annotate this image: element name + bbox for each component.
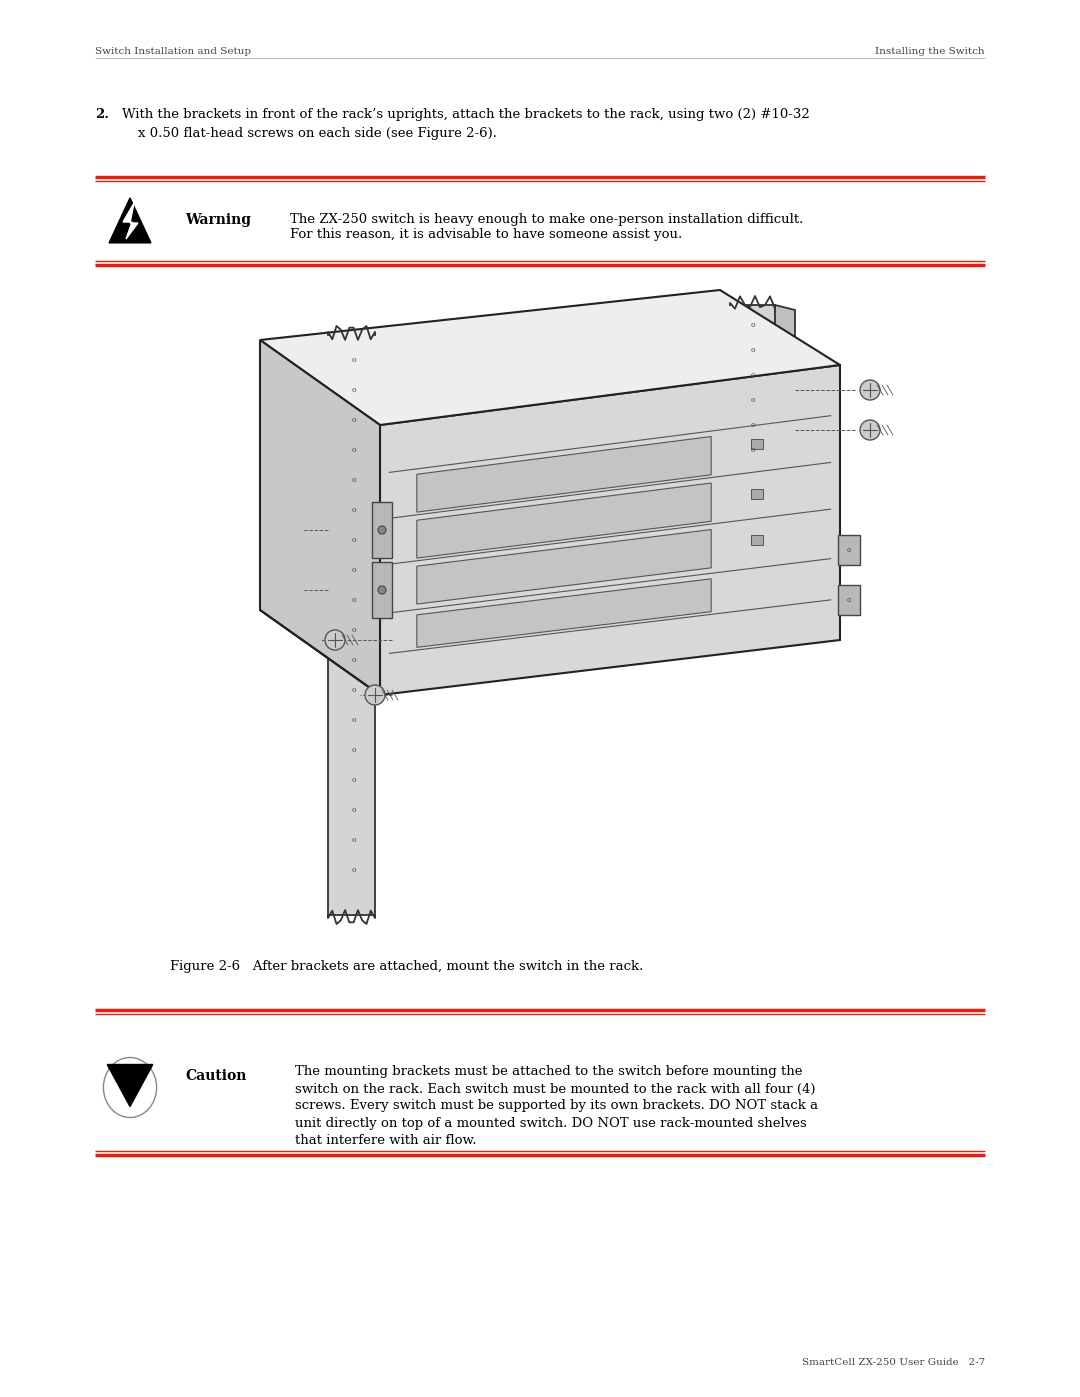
Polygon shape <box>380 365 840 694</box>
Text: Figure 2-6   After brackets are attached, mount the switch in the rack.: Figure 2-6 After brackets are attached, … <box>170 960 644 972</box>
Text: o: o <box>751 372 755 379</box>
Text: o: o <box>847 597 851 604</box>
Polygon shape <box>417 483 712 559</box>
Text: o: o <box>351 746 355 754</box>
Circle shape <box>378 527 386 534</box>
Circle shape <box>378 585 386 594</box>
Text: o: o <box>351 506 355 514</box>
Text: x 0.50 flat-head screws on each side (see Figure 2-6).: x 0.50 flat-head screws on each side (se… <box>138 127 497 140</box>
Text: o: o <box>351 597 355 604</box>
Text: o: o <box>351 386 355 394</box>
Text: Installing the Switch: Installing the Switch <box>876 47 985 56</box>
Text: Warning: Warning <box>185 212 251 226</box>
Bar <box>752 439 764 450</box>
Text: 2.: 2. <box>95 108 109 122</box>
Circle shape <box>325 630 345 650</box>
Text: switch on the rack. Each switch must be mounted to the rack with all four (4): switch on the rack. Each switch must be … <box>295 1083 815 1095</box>
Text: With the brackets in front of the rack’s uprights, attach the brackets to the ra: With the brackets in front of the rack’s… <box>122 108 810 122</box>
Text: The ZX-250 switch is heavy enough to make one-person installation difficult.: The ZX-250 switch is heavy enough to mak… <box>291 212 804 226</box>
Polygon shape <box>775 305 795 469</box>
Text: o: o <box>751 321 755 330</box>
Polygon shape <box>417 529 712 604</box>
Polygon shape <box>260 291 840 425</box>
Text: o: o <box>751 446 755 454</box>
Text: o: o <box>351 866 355 875</box>
Text: o: o <box>351 446 355 454</box>
Text: o: o <box>351 806 355 814</box>
Text: o: o <box>351 775 355 784</box>
Bar <box>752 535 764 545</box>
Text: screws. Every switch must be supported by its own brackets. DO NOT stack a: screws. Every switch must be supported b… <box>295 1099 819 1112</box>
Polygon shape <box>417 436 712 513</box>
Text: For this reason, it is advisable to have someone assist you.: For this reason, it is advisable to have… <box>291 228 683 242</box>
Ellipse shape <box>104 1058 157 1118</box>
Circle shape <box>365 685 384 705</box>
Text: o: o <box>351 686 355 694</box>
Text: Caution: Caution <box>185 1069 246 1083</box>
Text: o: o <box>351 566 355 574</box>
Text: o: o <box>351 657 355 664</box>
Polygon shape <box>730 305 775 469</box>
Circle shape <box>860 420 880 440</box>
Polygon shape <box>123 203 138 239</box>
Text: o: o <box>351 416 355 425</box>
Text: o: o <box>847 548 851 553</box>
Polygon shape <box>372 562 392 617</box>
Polygon shape <box>838 535 860 564</box>
Polygon shape <box>107 1065 152 1106</box>
Text: o: o <box>351 717 355 724</box>
Text: unit directly on top of a mounted switch. DO NOT use rack-mounted shelves: unit directly on top of a mounted switch… <box>295 1116 807 1130</box>
Text: SmartCell ZX-250 User Guide   2-7: SmartCell ZX-250 User Guide 2-7 <box>801 1358 985 1368</box>
Polygon shape <box>372 502 392 557</box>
Text: o: o <box>351 356 355 365</box>
Text: o: o <box>751 395 755 404</box>
Polygon shape <box>417 578 712 647</box>
Text: o: o <box>351 835 355 844</box>
Text: The mounting brackets must be attached to the switch before mounting the: The mounting brackets must be attached t… <box>295 1066 802 1078</box>
Polygon shape <box>260 339 380 694</box>
Text: o: o <box>751 346 755 353</box>
Polygon shape <box>838 585 860 615</box>
Polygon shape <box>109 198 151 243</box>
Polygon shape <box>328 335 375 915</box>
Text: o: o <box>351 476 355 483</box>
Text: o: o <box>351 536 355 543</box>
Text: that interfere with air flow.: that interfere with air flow. <box>295 1133 476 1147</box>
Text: Switch Installation and Setup: Switch Installation and Setup <box>95 47 252 56</box>
Circle shape <box>860 380 880 400</box>
Text: o: o <box>351 626 355 634</box>
Bar <box>752 489 764 499</box>
Text: o: o <box>751 420 755 429</box>
